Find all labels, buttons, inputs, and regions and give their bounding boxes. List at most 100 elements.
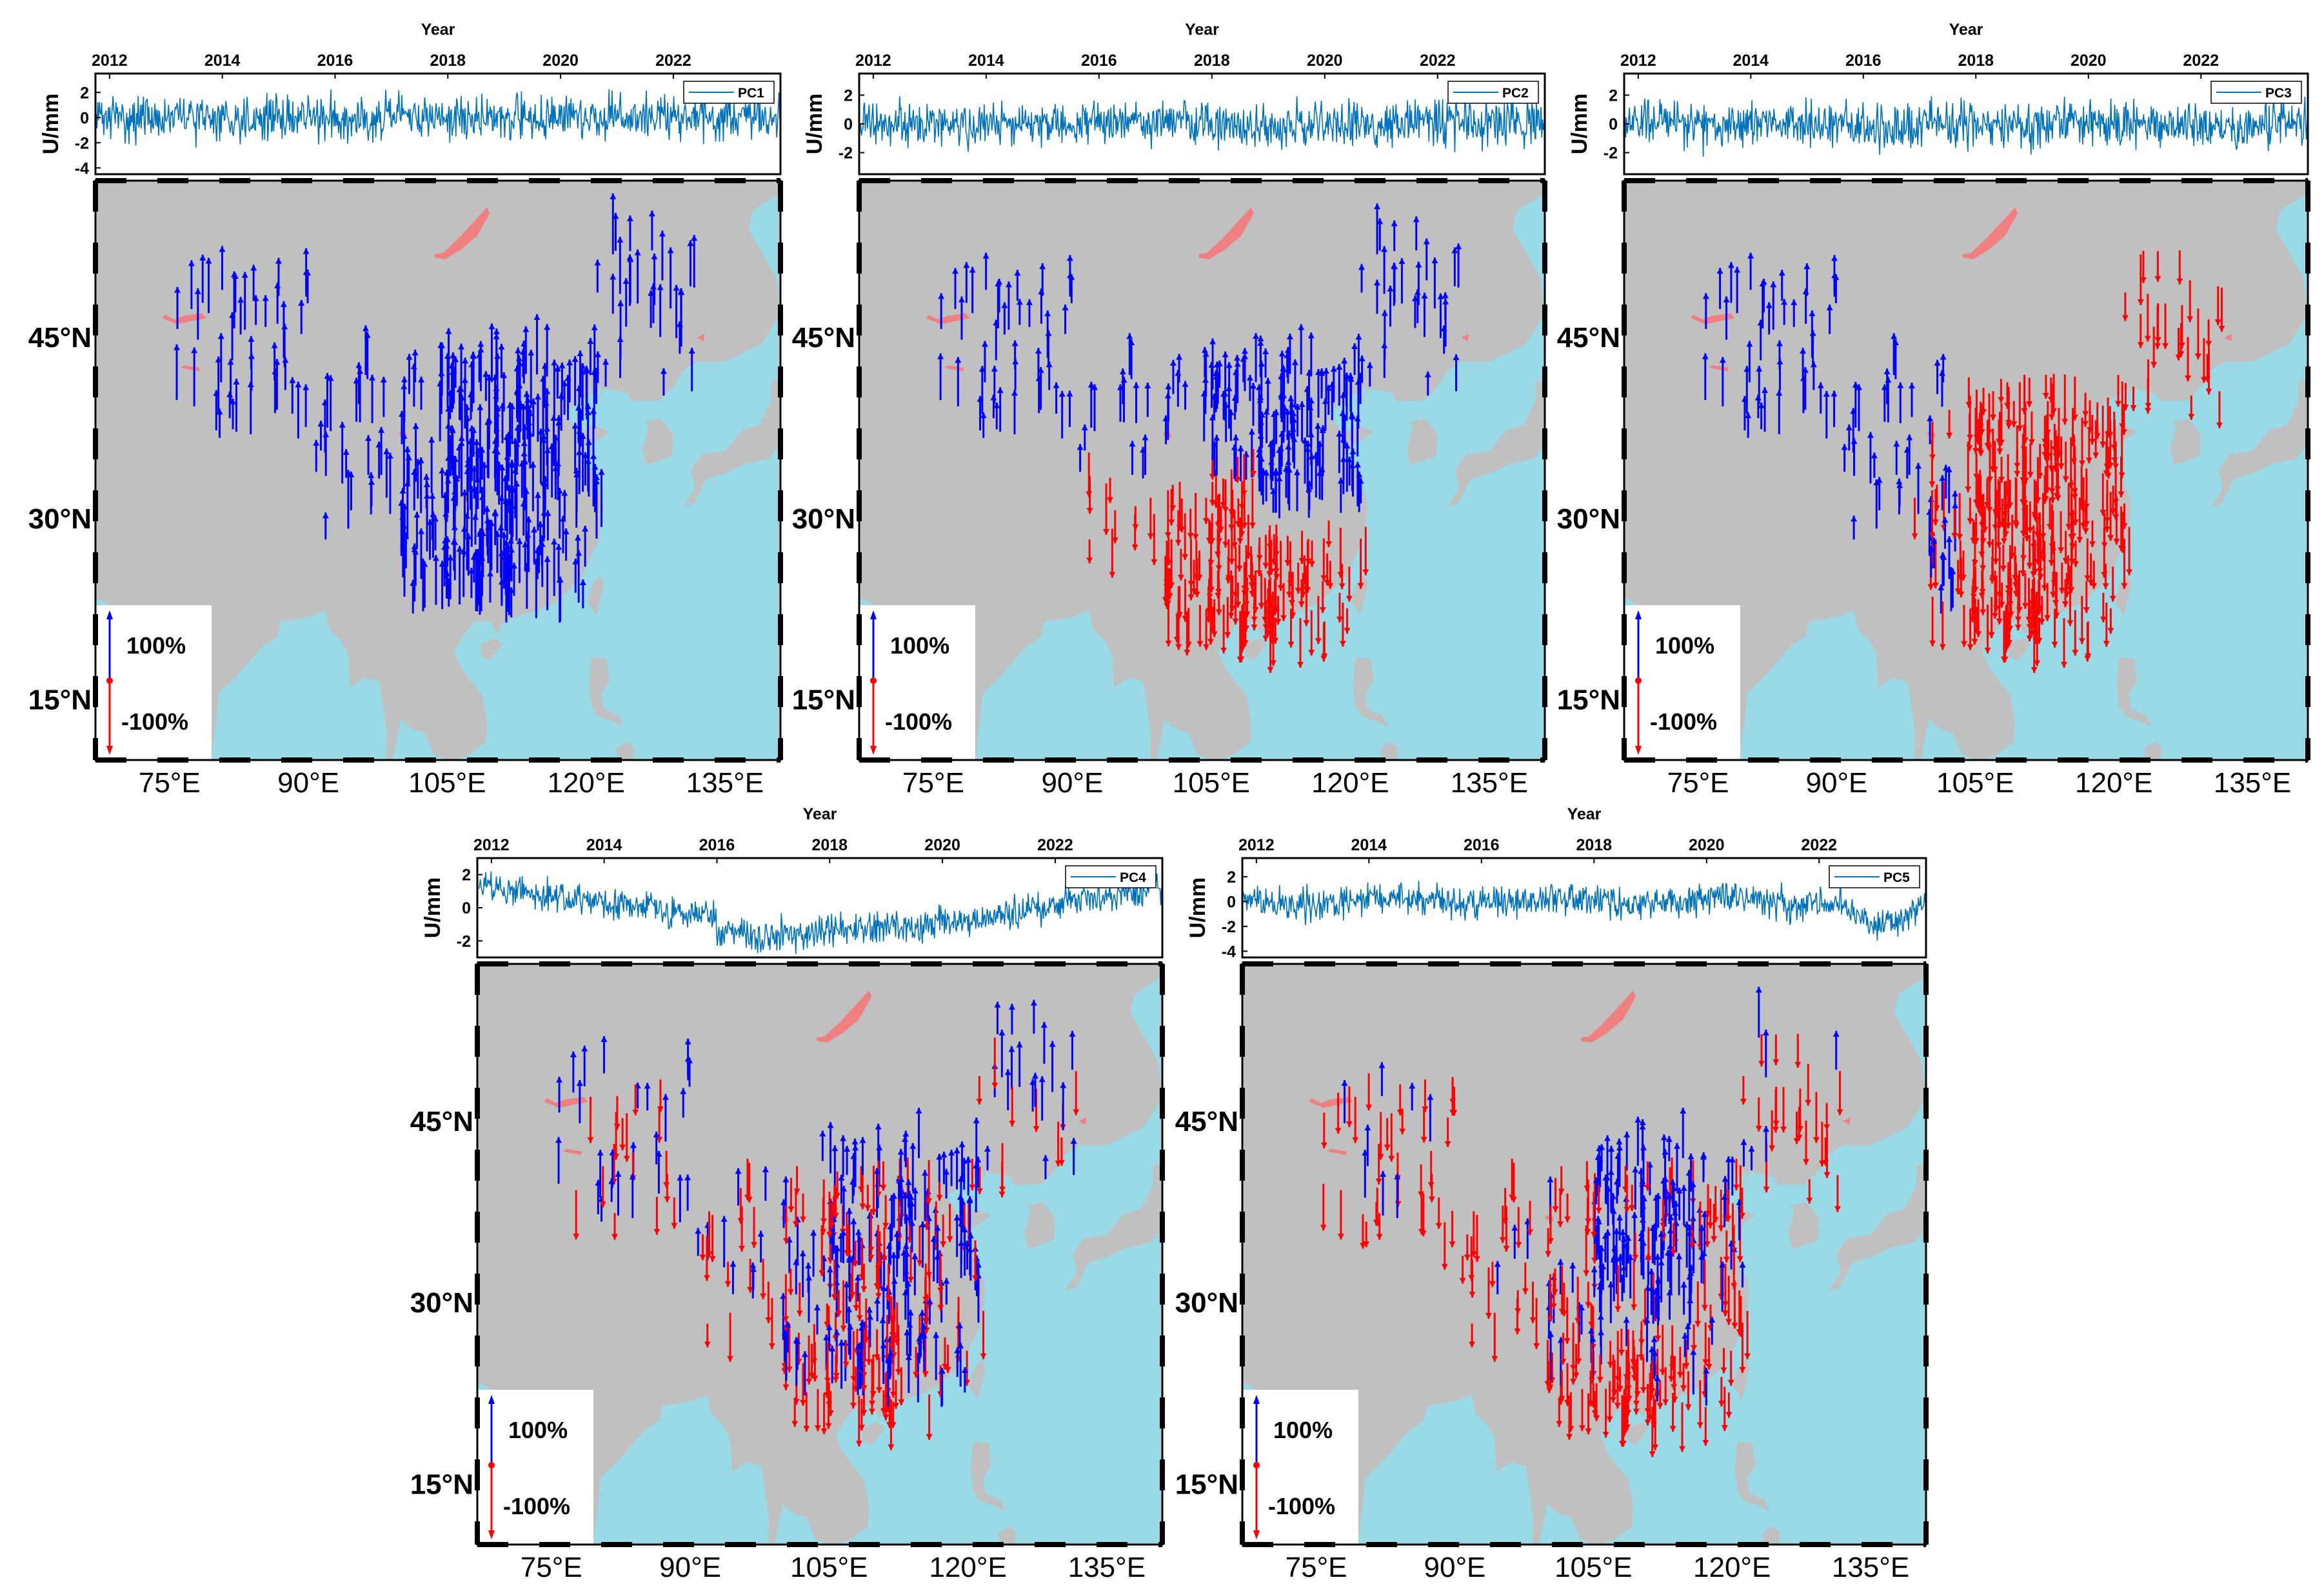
arrow-head [215, 356, 222, 363]
arrow-head [1651, 1336, 1658, 1343]
arrow-head [2005, 423, 2012, 429]
arrow-head [1262, 616, 1269, 623]
arrow-head [1459, 1277, 1466, 1284]
arrow-head [1276, 447, 1283, 454]
x-tick-label: 2014 [1351, 836, 1387, 854]
arrow-head [399, 410, 406, 417]
arrow-head [1318, 370, 1325, 376]
arrow-head [594, 351, 601, 357]
arrow-head [1822, 1160, 1829, 1166]
arrow-head [953, 1147, 960, 1154]
arrow-head [660, 368, 667, 374]
arrow-head [1315, 423, 1322, 429]
arrow-head [1316, 441, 1324, 447]
arrow-head [1193, 591, 1200, 597]
arrow-head [1725, 1319, 1733, 1325]
arrow-head [2072, 561, 2080, 567]
arrow-head [1503, 1246, 1510, 1252]
arrow-head [1648, 1268, 1655, 1275]
arrow-head [506, 499, 513, 505]
arrow-head [405, 454, 412, 461]
arrow-head [2130, 405, 2137, 411]
timeseries-frame [94, 72, 782, 175]
arrow-head [858, 1425, 865, 1431]
arrow-head [860, 1286, 868, 1292]
arrow-head [481, 462, 488, 468]
arrow-head [473, 550, 481, 557]
scale-origin-dot [1253, 1462, 1260, 1468]
arrow-head [1852, 381, 1859, 388]
arrow-head [1374, 203, 1381, 210]
arrow-head [1016, 1041, 1023, 1048]
x-tick-label: 2016 [317, 52, 353, 70]
scale-label-positive: 100% [1273, 1417, 1333, 1443]
island [1489, 334, 1499, 350]
arrow-head [601, 1036, 608, 1043]
arrow-head [1700, 1154, 1707, 1160]
arrow-head [846, 1208, 853, 1214]
arrow-head [1031, 1072, 1038, 1079]
arrow-head [2103, 641, 2110, 647]
arrow-head [1336, 430, 1343, 437]
arrow-head [750, 1266, 757, 1272]
arrow-head [944, 1366, 951, 1373]
arrow-head [1718, 1401, 1725, 1407]
arrow-head [1545, 1251, 1552, 1257]
scale-arrow-up-head [488, 1395, 495, 1404]
arrow-head [1009, 1121, 1016, 1127]
arrow-head [1569, 1263, 1576, 1269]
arrow-head [1564, 1338, 1571, 1345]
arrow-head [1691, 1345, 1698, 1351]
scale-origin-dot [106, 677, 113, 684]
arrow-head [1420, 1230, 1427, 1237]
arrow-head [1415, 261, 1422, 268]
arrow-head [477, 346, 484, 353]
arrow-head [920, 1323, 928, 1330]
arrow-head [1624, 1132, 1631, 1138]
arrow-head [875, 1284, 882, 1290]
lat-tick-label: 30°N [410, 1287, 473, 1319]
arrow-head [1304, 441, 1311, 447]
arrow-head [1294, 469, 1301, 475]
arrow-head [1308, 650, 1315, 656]
arrow-head [579, 579, 586, 586]
arrow-head [1249, 383, 1256, 389]
arrow-head [1442, 292, 1449, 298]
arrow-head [515, 355, 522, 361]
arrow-head [1597, 1314, 1604, 1320]
arrow-head [1062, 305, 1069, 311]
arrow-head [1058, 390, 1066, 397]
arrow-head [445, 328, 452, 334]
arrow-head [1533, 1343, 1540, 1349]
arrow-head [1744, 1353, 1751, 1359]
arrow-head [1996, 618, 2003, 625]
arrow-head [461, 526, 468, 532]
scale-origin-dot [870, 677, 877, 684]
arrow-head [1358, 355, 1366, 361]
arrow-head [965, 1156, 972, 1163]
arrow-head [612, 213, 619, 219]
arrow-head [1929, 640, 1936, 646]
arrow-head [486, 374, 493, 381]
arrow-head [1366, 362, 1373, 368]
timeseries-line [859, 96, 1545, 152]
arrow-head [1257, 335, 1264, 342]
arrow-head [368, 479, 375, 485]
arrow-head [1197, 641, 1204, 647]
arrow-head [478, 570, 485, 577]
x-tick-label: 2018 [1958, 52, 1994, 70]
arrow-head [1033, 1126, 1040, 1132]
arrow-head [1644, 1285, 1651, 1291]
arrow-head [271, 342, 278, 348]
arrow-head [897, 1148, 904, 1155]
arrow-head [787, 1289, 794, 1296]
arrow-head [499, 465, 506, 471]
arrow-head [1191, 588, 1198, 595]
arrow-head [550, 415, 557, 421]
arrow-head [473, 486, 480, 493]
arrow-head [1413, 216, 1420, 223]
arrow-head [1284, 352, 1291, 359]
arrow-head [922, 1371, 929, 1377]
arrow-head [2092, 452, 2100, 459]
arrow-head [1616, 1138, 1623, 1145]
